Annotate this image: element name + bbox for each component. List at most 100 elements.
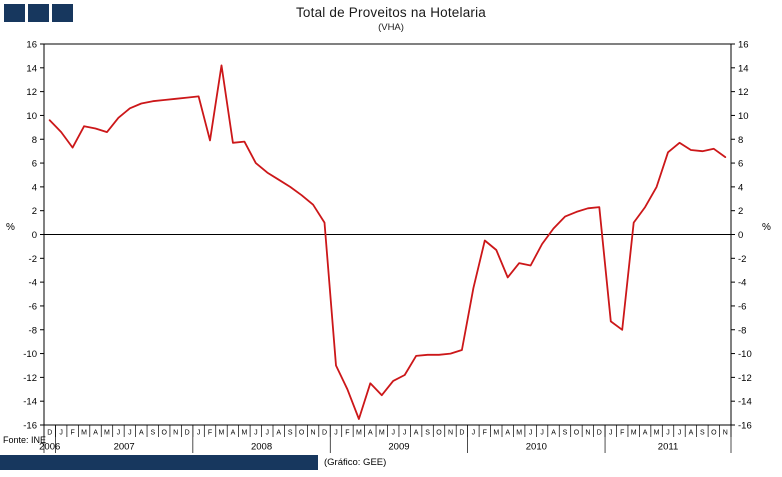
y-tick-label-right: -12 [738,373,752,384]
year-label: 2007 [114,442,135,453]
y-tick-label-right: 4 [738,182,743,193]
month-label: M [81,430,87,437]
month-label: N [585,430,590,437]
month-label: D [597,430,602,437]
month-label: O [161,430,167,437]
month-label: D [322,430,327,437]
y-tick-label-left: 16 [26,40,37,51]
y-tick-label-right: -16 [738,421,752,432]
y-tick-label-left: 8 [32,135,37,146]
month-label: O [299,430,305,437]
footer-bar [0,455,318,470]
month-label: S [700,430,705,437]
y-tick-label-right: 12 [738,87,749,98]
year-label: 2008 [251,442,272,453]
source-note: Fonte: INE [3,435,47,445]
month-label: A [689,430,694,437]
month-label: D [459,430,464,437]
month-label: M [516,430,522,437]
month-label: M [654,430,660,437]
month-label: O [574,430,580,437]
y-tick-label-right: -10 [738,349,752,360]
y-tick-label-left: 10 [26,111,37,122]
y-tick-label-left: -8 [29,325,37,336]
month-label: M [493,430,499,437]
y-tick-label-right: 2 [738,206,743,217]
y-tick-label-left: 14 [26,63,37,74]
y-tick-label-right: 16 [738,40,749,51]
month-label: J [666,430,670,437]
month-label: J [128,430,132,437]
y-tick-label-right: 10 [738,111,749,122]
y-tick-label-left: 6 [32,159,37,170]
month-label: F [620,430,624,437]
month-label: J [609,430,613,437]
year-label: 2009 [388,442,409,453]
year-label: 2006 [39,442,60,453]
month-label: J [117,430,121,437]
y-tick-label-right: -6 [738,301,746,312]
month-label: O [711,430,717,437]
y-tick-label-right: 0 [738,230,743,241]
y-tick-label-right: -2 [738,254,746,265]
month-label: M [241,430,247,437]
month-label: A [368,430,373,437]
y-tick-label-left: -12 [23,373,37,384]
month-label: N [311,430,316,437]
y-tick-label-left: -14 [23,397,37,408]
month-label: S [425,430,430,437]
month-label: J [403,430,407,437]
month-label: S [150,430,155,437]
y-tick-label-left: -2 [29,254,37,265]
month-label: F [208,430,212,437]
month-label: J [266,430,270,437]
month-label: J [334,430,338,437]
month-label: J [59,430,63,437]
month-label: J [197,430,201,437]
month-label: N [173,430,178,437]
month-label: J [529,430,533,437]
month-label: A [139,430,144,437]
month-label: O [436,430,442,437]
y-tick-label-left: -4 [29,278,37,289]
y-tick-label-right: 6 [738,159,743,170]
y-tick-label-left: 0 [32,230,37,241]
month-label: A [643,430,648,437]
logo-square [4,4,25,22]
month-label: D [185,430,190,437]
month-label: M [219,430,225,437]
y-tick-label-left: -16 [23,421,37,432]
page-subtitle: (VHA) [378,22,404,33]
month-label: M [104,430,110,437]
page-title: Total de Proveitos na Hotelaria [295,5,487,20]
month-label: A [231,430,236,437]
y-tick-label-left: 2 [32,206,37,217]
month-label: A [414,430,419,437]
y-axis-unit-right: % [762,222,771,233]
month-label: S [563,430,568,437]
month-label: A [505,430,510,437]
logo-square [52,4,73,22]
y-tick-label-left: -10 [23,349,37,360]
y-tick-label-right: -8 [738,325,746,336]
y-tick-label-left: 4 [32,182,37,193]
month-label: M [356,430,362,437]
month-label: F [345,430,349,437]
logo-square [28,4,49,22]
month-label: A [93,430,98,437]
month-label: F [70,430,74,437]
month-label: A [551,430,556,437]
data-line [48,64,727,420]
y-tick-label-right: -14 [738,397,752,408]
month-label: J [472,430,476,437]
y-tick-label-right: 14 [738,63,749,74]
y-tick-label-right: 8 [738,135,743,146]
month-label: J [678,430,682,437]
y-tick-label-right: -4 [738,278,746,289]
month-label: J [540,430,544,437]
gee-logo [4,4,73,22]
year-label: 2010 [526,442,547,453]
credit-note: (Gráfico: GEE) [324,457,387,468]
y-tick-label-left: 12 [26,87,37,98]
